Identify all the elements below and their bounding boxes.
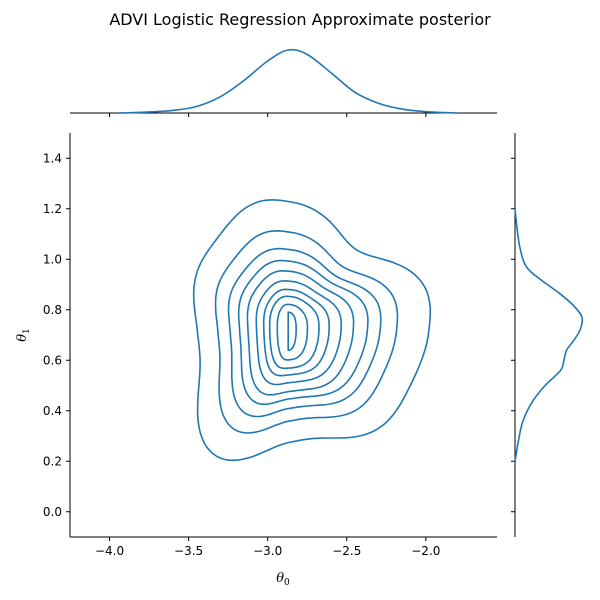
joint-panel: −4.0 −3.5 −3.0 −2.5 −2.0 0.0 0.2 0.4 0.6 0.8 1.0 1… <box>43 133 497 558</box>
y-axis-label: θ1 <box>15 328 32 342</box>
x-tick-label: −3.0 <box>253 544 282 558</box>
x-axis-label-base: θ <box>276 571 284 586</box>
contour-group <box>192 199 432 462</box>
x-tick-label: −2.0 <box>411 544 440 558</box>
contour-level-6 <box>255 280 342 386</box>
x-marginal-density-curve <box>117 48 458 114</box>
right-marginal-ticks <box>511 157 515 513</box>
y-tick-label: 1.2 <box>43 202 62 216</box>
contour-level-10 <box>287 311 298 351</box>
x-axis-ticks: −4.0 −3.5 −3.0 −2.5 −2.0 <box>95 537 440 558</box>
contour-level-7 <box>262 288 331 377</box>
contour-level-2 <box>214 229 399 434</box>
x-axis-label-subscript: 0 <box>284 578 290 588</box>
y-tick-label: 0.8 <box>43 303 62 317</box>
y-axis-label-base: θ <box>15 334 30 342</box>
x-tick-label: −2.5 <box>332 544 361 558</box>
contour-level-1 <box>192 199 432 462</box>
y-tick-label: 1.0 <box>43 252 62 266</box>
contour-level-4 <box>237 259 369 406</box>
top-marginal-ticks <box>109 113 427 117</box>
y-tick-label: 0.2 <box>43 454 62 468</box>
x-tick-label: −4.0 <box>95 544 124 558</box>
y-marginal-density-curve <box>514 208 584 462</box>
y-tick-label: 0.0 <box>43 505 62 519</box>
x-tick-label: −3.5 <box>174 544 203 558</box>
y-axis-ticks: 0.0 0.2 0.4 0.6 0.8 1.0 1.2 1.4 <box>43 151 70 519</box>
contour-level-9 <box>276 303 309 361</box>
x-axis-label: θ0 <box>276 571 290 588</box>
top-marginal-panel <box>70 48 497 117</box>
y-tick-label: 0.4 <box>43 404 62 418</box>
contour-level-5 <box>246 269 355 396</box>
y-axis-label-subscript: 1 <box>22 328 32 334</box>
right-marginal-panel <box>511 133 584 537</box>
contour-level-3 <box>227 247 382 418</box>
contour-level-8 <box>268 295 320 370</box>
chart-title: ADVI Logistic Regression Approximate pos… <box>109 10 491 29</box>
y-tick-label: 1.4 <box>43 151 62 165</box>
y-tick-label: 0.6 <box>43 353 62 367</box>
